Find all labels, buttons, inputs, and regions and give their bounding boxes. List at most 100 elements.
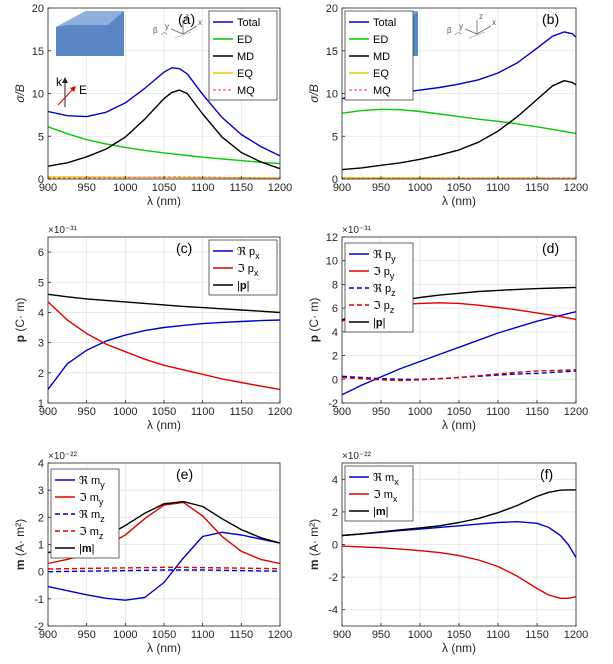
legend: ℜ pxℑ px|p| [208,239,278,296]
x-tick-label: 1050 [447,182,471,194]
y-tick-label: 6 [332,303,338,315]
y-axis-label: σ/B [13,84,27,103]
axis-z-label: z [185,12,189,21]
x-tick-label: 950 [372,182,390,194]
series-line-2 [341,108,577,134]
x-tick-label: 1000 [113,182,137,194]
legend-label: ℑ mx [373,489,398,504]
y-tick-label: 4 [38,307,44,319]
y-tick-label: 1 [38,398,44,410]
legend-label: ℑ pz [373,300,395,315]
axis-x-label: x [198,18,202,27]
prism-top [56,11,124,27]
y-tick-label: 1 [38,540,44,552]
legend: Total ED MD EQ MQ [344,10,414,101]
series-line-1 [47,67,281,157]
y-tick-label: 3 [38,338,44,350]
x-tick-label: 1200 [564,406,588,418]
legend-label: EQ [373,68,389,80]
x-tick-label: 1050 [447,629,471,641]
y-tick-label: 12 [326,232,338,244]
panel-label: (c) [176,240,192,256]
series-line-4 [47,566,281,570]
series-line-3 [341,370,577,380]
x-tick-label: 1100 [191,406,215,418]
legend-label-sub: z [390,305,395,315]
y-axis-label: p (C· m) [307,298,321,343]
panel-label: (e) [176,466,193,482]
axis-y-line [170,28,184,35]
panel-b: zxyβkE9009501000105011001150120005101520… [307,3,588,208]
y-tick-label: -1 [34,594,44,606]
x-tick-label: 1150 [230,629,254,641]
series-line-3 [47,293,281,314]
e-label: E [79,83,87,97]
legend-label-bar: | [237,280,240,292]
x-tick-label: 900 [333,406,351,418]
y-tick-label: 0 [38,567,44,579]
legend-label-sub: y [390,271,395,281]
ylabel-symbol: m [307,559,321,570]
legend-label-bar: | [247,280,250,292]
legend-label-main: ℜ p [373,249,391,261]
axis-y-label: y [459,22,463,31]
x-tick-label: 950 [77,629,95,641]
x-tick-label: 1150 [525,629,549,641]
legend-label-main: ℑ p [237,263,254,275]
y-tick-label: 0 [332,540,338,552]
legend-label: EQ [237,68,253,80]
series-line-3 [341,489,576,537]
x-axis-label: λ (nm) [147,641,181,655]
panel-f: 900 950 1000 1050 1100 1150 1200 -4 -2 0 2 4 λ (nm) m… [307,451,588,655]
legend-label: ED [373,34,388,46]
y-tick-label: 2 [38,512,44,524]
series-line-3 [341,80,577,171]
series-line-2 [47,301,281,391]
x-tick-label: 900 [39,182,57,194]
legend-label-bar: | [79,543,82,555]
legend-label: ℜ mz [79,509,105,524]
legend-label-bar: | [373,317,376,329]
legend: Total ED MD EQ MQ [208,10,278,101]
ylabel-symbol: p [307,335,321,342]
legend-label: |m| [79,543,95,555]
y-tick-label: 5 [332,131,338,143]
legend-label: |p| [373,317,385,329]
legend-label: ℜ pz [373,283,396,298]
x-tick-label: 1100 [486,406,510,418]
y-tick-label: 10 [326,256,338,268]
series-line-3 [47,89,281,170]
legend-box [50,468,120,559]
legend-label: MD [373,51,390,63]
y-tick-label: 2 [332,507,338,519]
legend-label: Total [373,17,396,29]
y-tick-label: 20 [32,3,44,15]
legend-label-bar: | [373,506,376,518]
legend-label-sub: y [100,480,105,490]
y-tick-label: 10 [32,89,44,101]
series-line-5 [47,176,281,179]
y-tick-label: 15 [32,46,44,58]
x-tick-label: 950 [77,406,95,418]
y-axis-label: m (A· m²) [13,519,27,570]
legend-label-bold: p [376,317,383,329]
x-tick-label: 950 [372,406,390,418]
y-tick-label: 0 [332,374,338,386]
x-tick-label: 1150 [230,182,254,194]
x-axis-label: λ (nm) [442,418,476,432]
panel-e: 900 950 1000 1050 1100 1150 1200 -2 -1 0 1 2 3 4 λ (nm… [13,451,292,655]
x-axis-label: λ (nm) [147,418,181,432]
x-tick-label: 1200 [268,406,292,418]
panel-label: (b) [542,11,559,27]
legend-label-bold: p [240,280,247,292]
legend-label-sub: x [255,251,260,261]
x-axis-label: λ (nm) [442,641,476,655]
axis-y-label: y [165,22,169,31]
legend: ℜ pyℑ pyℜ pzℑ pz|p| [344,242,414,333]
legend-label-sub: x [394,477,399,487]
axis-exponent: ×10⁻³¹ [48,225,78,236]
legend-label-main: ℜ m [79,475,100,487]
legend-label: MQ [237,85,255,97]
y-axis-label: m (A· m²) [307,519,321,570]
y-tick-label: 4 [38,458,44,470]
